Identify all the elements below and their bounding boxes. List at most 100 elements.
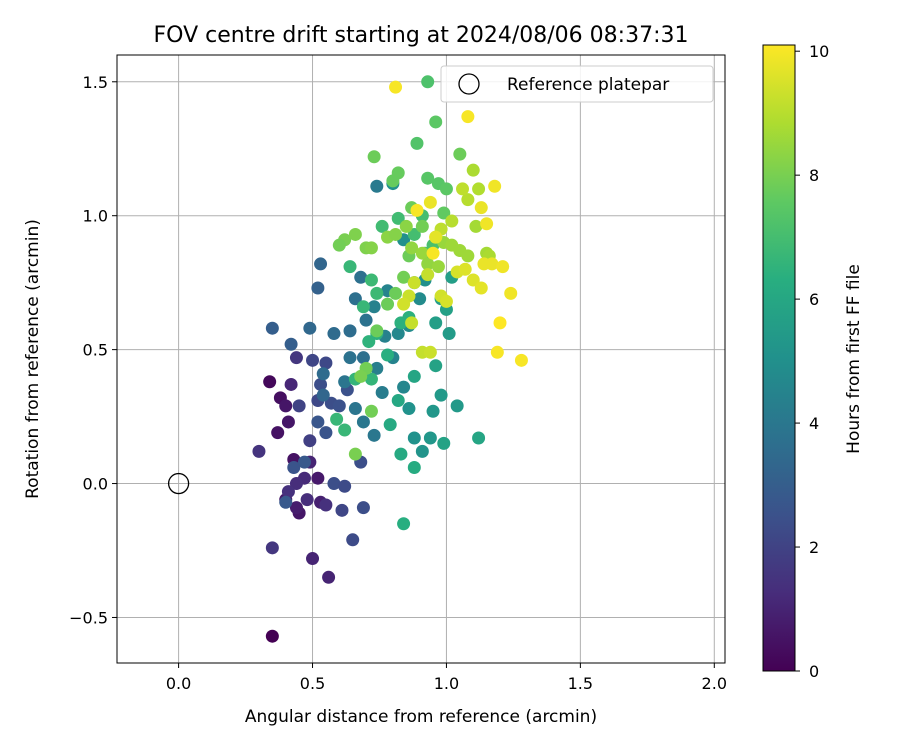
data-point [303, 434, 317, 448]
data-point [338, 375, 352, 389]
y-tick-label: 1.0 [83, 207, 108, 226]
data-point [252, 444, 266, 458]
data-point [367, 150, 381, 164]
data-point [429, 115, 443, 129]
legend-marker [458, 73, 480, 95]
data-point [466, 273, 480, 287]
data-point [407, 431, 421, 445]
data-point [415, 219, 429, 233]
data-point [389, 227, 403, 241]
data-point [332, 238, 346, 252]
data-point [367, 300, 381, 314]
data-point [375, 385, 389, 399]
data-point [490, 345, 504, 359]
y-tick-label: 1.5 [83, 73, 108, 92]
data-point [311, 471, 325, 485]
chart-title: FOV centre drift starting at 2024/08/06 … [154, 23, 689, 48]
data-point [488, 179, 502, 193]
x-tick-label: 0.5 [300, 674, 325, 693]
data-point [364, 372, 378, 386]
x-axis-label: Angular distance from reference (arcmin) [245, 707, 597, 727]
data-point [306, 552, 320, 566]
x-tick-label: 0.0 [166, 674, 191, 693]
data-point [421, 268, 435, 282]
data-point [319, 498, 333, 512]
colorbar-tick-label: 4 [809, 414, 819, 433]
data-point [415, 444, 429, 458]
data-point [485, 257, 499, 271]
data-point [437, 206, 451, 220]
data-point [332, 399, 346, 413]
data-point [474, 201, 488, 215]
x-axis-ticks: 0.0 0.5 1.0 1.5 2.0 [166, 663, 727, 693]
colorbar-ticks: 0 2 4 6 8 10 [795, 42, 829, 681]
data-point [429, 316, 443, 330]
data-point [356, 415, 370, 429]
colorbar-label: Hours from first FF file [844, 264, 864, 454]
data-point [346, 533, 360, 547]
data-point [472, 182, 486, 196]
data-point [426, 246, 440, 260]
data-point [386, 174, 400, 188]
y-tick-label: 0.5 [83, 341, 108, 360]
data-point [263, 375, 277, 389]
data-point [311, 415, 325, 429]
data-point [284, 337, 298, 351]
data-point [362, 335, 376, 349]
colorbar-tick-label: 6 [809, 290, 819, 309]
data-point [348, 402, 362, 416]
data-point [265, 321, 279, 335]
data-point [421, 171, 435, 185]
data-point [354, 270, 368, 284]
data-point [338, 479, 352, 493]
data-point [397, 517, 411, 531]
data-point [284, 377, 298, 391]
data-point [335, 503, 349, 517]
data-point [381, 348, 395, 362]
data-point [356, 351, 370, 365]
data-point [306, 353, 320, 367]
data-point [311, 281, 325, 295]
data-point [300, 493, 314, 507]
data-point [407, 460, 421, 474]
data-point [287, 460, 301, 474]
y-tick-label: −0.5 [69, 608, 108, 627]
data-point [319, 356, 333, 370]
x-tick-label: 2.0 [702, 674, 727, 693]
data-point [265, 629, 279, 643]
data-point [364, 273, 378, 287]
data-point [281, 415, 295, 429]
data-point [343, 351, 357, 365]
data-point [504, 286, 518, 300]
y-tick-label: 0.0 [83, 475, 108, 494]
plot-background [117, 55, 725, 663]
colorbar-gradient [762, 44, 796, 672]
data-point [297, 455, 311, 469]
data-point [456, 182, 470, 196]
data-point [364, 404, 378, 418]
data-point [466, 163, 480, 177]
data-point [431, 260, 445, 274]
data-point [442, 327, 456, 341]
data-point [279, 495, 293, 509]
data-point [375, 219, 389, 233]
data-point [402, 402, 416, 416]
data-point [421, 75, 435, 89]
data-point [389, 80, 403, 94]
data-point [327, 327, 341, 341]
data-point [364, 241, 378, 255]
data-point [405, 316, 419, 330]
data-point [397, 380, 411, 394]
legend-entry-reference: Reference platepar [507, 75, 669, 95]
data-point [327, 477, 341, 491]
data-point [423, 431, 437, 445]
data-point [461, 249, 475, 263]
data-point [289, 351, 303, 365]
data-point [397, 297, 411, 311]
data-point [480, 217, 494, 231]
data-point [453, 147, 467, 161]
data-point [415, 246, 429, 260]
data-point [493, 316, 507, 330]
colorbar-tick-label: 8 [809, 166, 819, 185]
data-point [496, 260, 510, 274]
